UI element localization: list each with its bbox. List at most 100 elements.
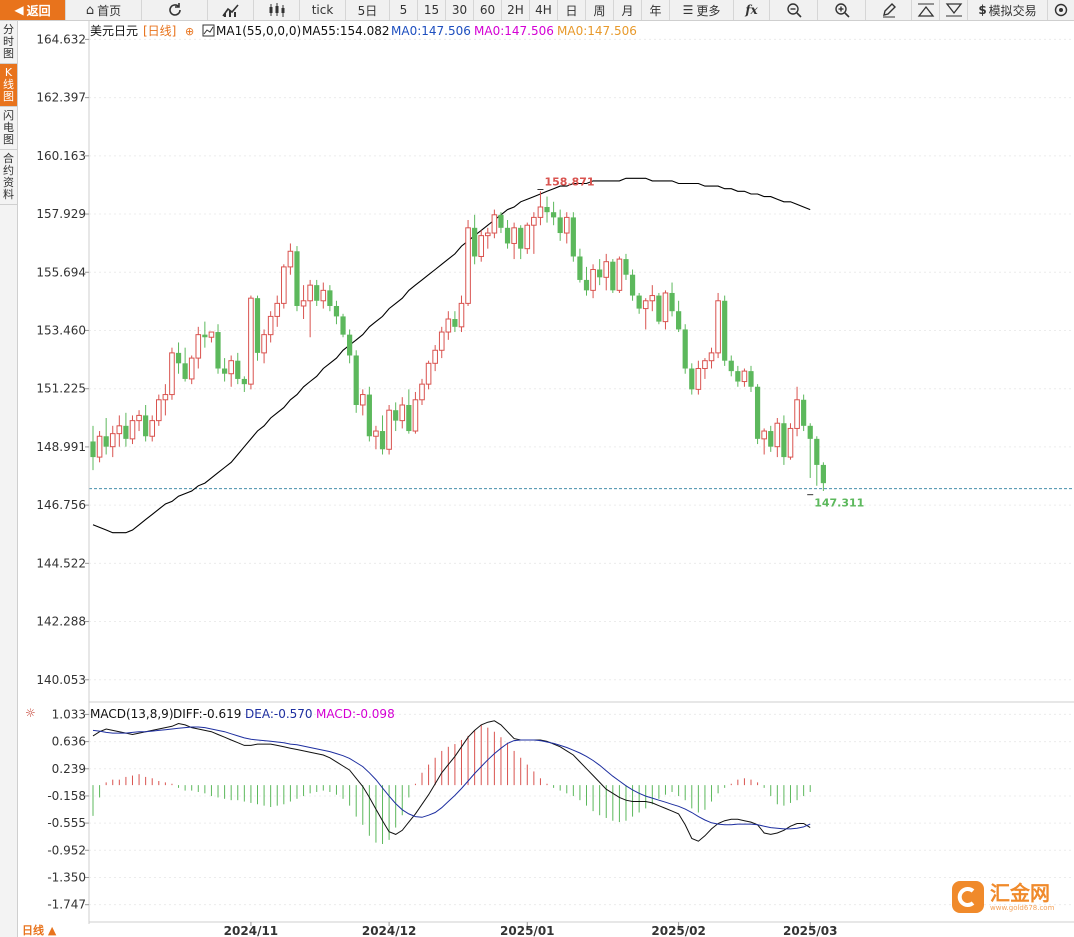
- candle-body: [116, 425, 123, 435]
- candle-body: [531, 216, 537, 226]
- period-week-button[interactable]: 周: [586, 0, 614, 20]
- candle: [129, 415, 136, 445]
- candle-body: [610, 261, 616, 291]
- collapse-button[interactable]: [912, 0, 940, 20]
- legend-toggle-icon[interactable]: [202, 24, 215, 37]
- tab-timeshare[interactable]: 分时图: [0, 21, 17, 64]
- candle: [504, 220, 511, 249]
- settings-button[interactable]: [1048, 0, 1074, 20]
- period-2h-button[interactable]: 2H: [502, 0, 530, 20]
- candle: [419, 378, 425, 405]
- candle-body: [156, 399, 162, 422]
- candle-body: [254, 298, 261, 353]
- legend: 美元日元 [日线] ⊕ MA1(55,0,0,0) MA55:154.082 M…: [25, 24, 637, 721]
- candle: [551, 201, 557, 226]
- candle: [261, 329, 267, 364]
- candle-body: [366, 394, 372, 437]
- candle-body: [175, 352, 182, 364]
- watermark-name: 汇金网: [990, 880, 1050, 905]
- period-month-button[interactable]: 月: [614, 0, 642, 20]
- low-label: 147.311: [814, 497, 864, 510]
- candle: [202, 321, 208, 348]
- candle-body: [412, 399, 419, 432]
- home-button[interactable]: ⌂ 首页: [66, 0, 142, 20]
- candle-body: [248, 297, 254, 385]
- date-tick-label: 2024/12: [362, 924, 416, 937]
- period-30min-button[interactable]: 30: [446, 0, 474, 20]
- candle: [570, 212, 576, 262]
- candle-body: [281, 266, 287, 304]
- period-5min-button[interactable]: 5: [390, 0, 418, 20]
- zoom-in-button[interactable]: [818, 0, 866, 20]
- candle: [478, 230, 485, 262]
- candle: [195, 326, 202, 369]
- more-button[interactable]: ☰ 更多: [670, 0, 734, 20]
- candle: [340, 313, 346, 338]
- tab-kline[interactable]: K线图: [0, 64, 17, 107]
- macd-tick-label: 0.636: [52, 735, 86, 749]
- back-label: 返回: [26, 3, 51, 18]
- candle-body: [215, 332, 221, 369]
- candle: [333, 300, 340, 325]
- candle: [597, 259, 603, 286]
- period-5day-button[interactable]: 5日: [346, 0, 390, 20]
- candle: [642, 298, 649, 330]
- candle-body: [689, 368, 695, 390]
- candle: [235, 352, 241, 385]
- candle-body: [656, 295, 662, 322]
- candle-body: [241, 378, 247, 385]
- period-day-button[interactable]: 日: [558, 0, 586, 20]
- period-4h-button[interactable]: 4H: [530, 0, 558, 20]
- candle-body: [143, 415, 149, 437]
- candlestick-button[interactable]: [254, 0, 300, 20]
- more-label: 更多: [696, 3, 721, 18]
- date-tick-label: 2024/11: [224, 924, 278, 937]
- candle-body: [202, 334, 208, 338]
- back-button[interactable]: ◀ 返回: [0, 0, 66, 20]
- indicator-button[interactable]: [208, 0, 254, 20]
- candle-body: [162, 394, 169, 401]
- period-year-button[interactable]: 年: [642, 0, 670, 20]
- zoom-out-button[interactable]: [770, 0, 818, 20]
- period-indicator[interactable]: 日线 ▲: [22, 924, 57, 937]
- candle-body: [287, 250, 294, 268]
- legend-ma0-magenta: MA0:147.506: [474, 24, 554, 38]
- tab-contract[interactable]: 合约资料: [0, 150, 17, 205]
- grid-lines: [89, 38, 1074, 906]
- price-tick-label: 151.225: [36, 382, 86, 396]
- macd-tick-label: -0.555: [47, 816, 86, 830]
- candle-body: [563, 216, 570, 234]
- candle: [695, 360, 702, 395]
- candle: [175, 342, 182, 374]
- expand-button[interactable]: [940, 0, 968, 20]
- candle-body: [353, 355, 359, 405]
- tab-flash[interactable]: 闪电图: [0, 107, 17, 150]
- formula-button[interactable]: fx: [734, 0, 770, 20]
- price-tick-label: 153.460: [36, 323, 86, 337]
- period-15min-button[interactable]: 15: [418, 0, 446, 20]
- candle: [103, 418, 109, 455]
- candle-body: [347, 334, 353, 356]
- macd-settings-icon[interactable]: ☼: [25, 706, 36, 720]
- candle: [768, 425, 774, 452]
- candle-body: [406, 404, 412, 432]
- candle-body: [379, 431, 386, 450]
- candle-body: [300, 300, 307, 307]
- tick-button[interactable]: tick: [300, 0, 346, 20]
- candle: [728, 355, 734, 377]
- legend-settings-icon[interactable]: ⊕: [185, 25, 194, 38]
- period-60min-button[interactable]: 60: [474, 0, 502, 20]
- candle: [208, 331, 215, 343]
- candle: [320, 282, 327, 309]
- draw-button[interactable]: [866, 0, 912, 20]
- candle-body: [340, 316, 346, 335]
- candle-body: [307, 284, 313, 302]
- candle: [557, 209, 563, 241]
- sim-trade-button[interactable]: $ 模拟交易: [968, 0, 1048, 20]
- candle: [149, 415, 156, 442]
- candle: [649, 285, 656, 312]
- candle-body: [603, 261, 610, 278]
- refresh-button[interactable]: [142, 0, 208, 20]
- candle: [267, 311, 274, 343]
